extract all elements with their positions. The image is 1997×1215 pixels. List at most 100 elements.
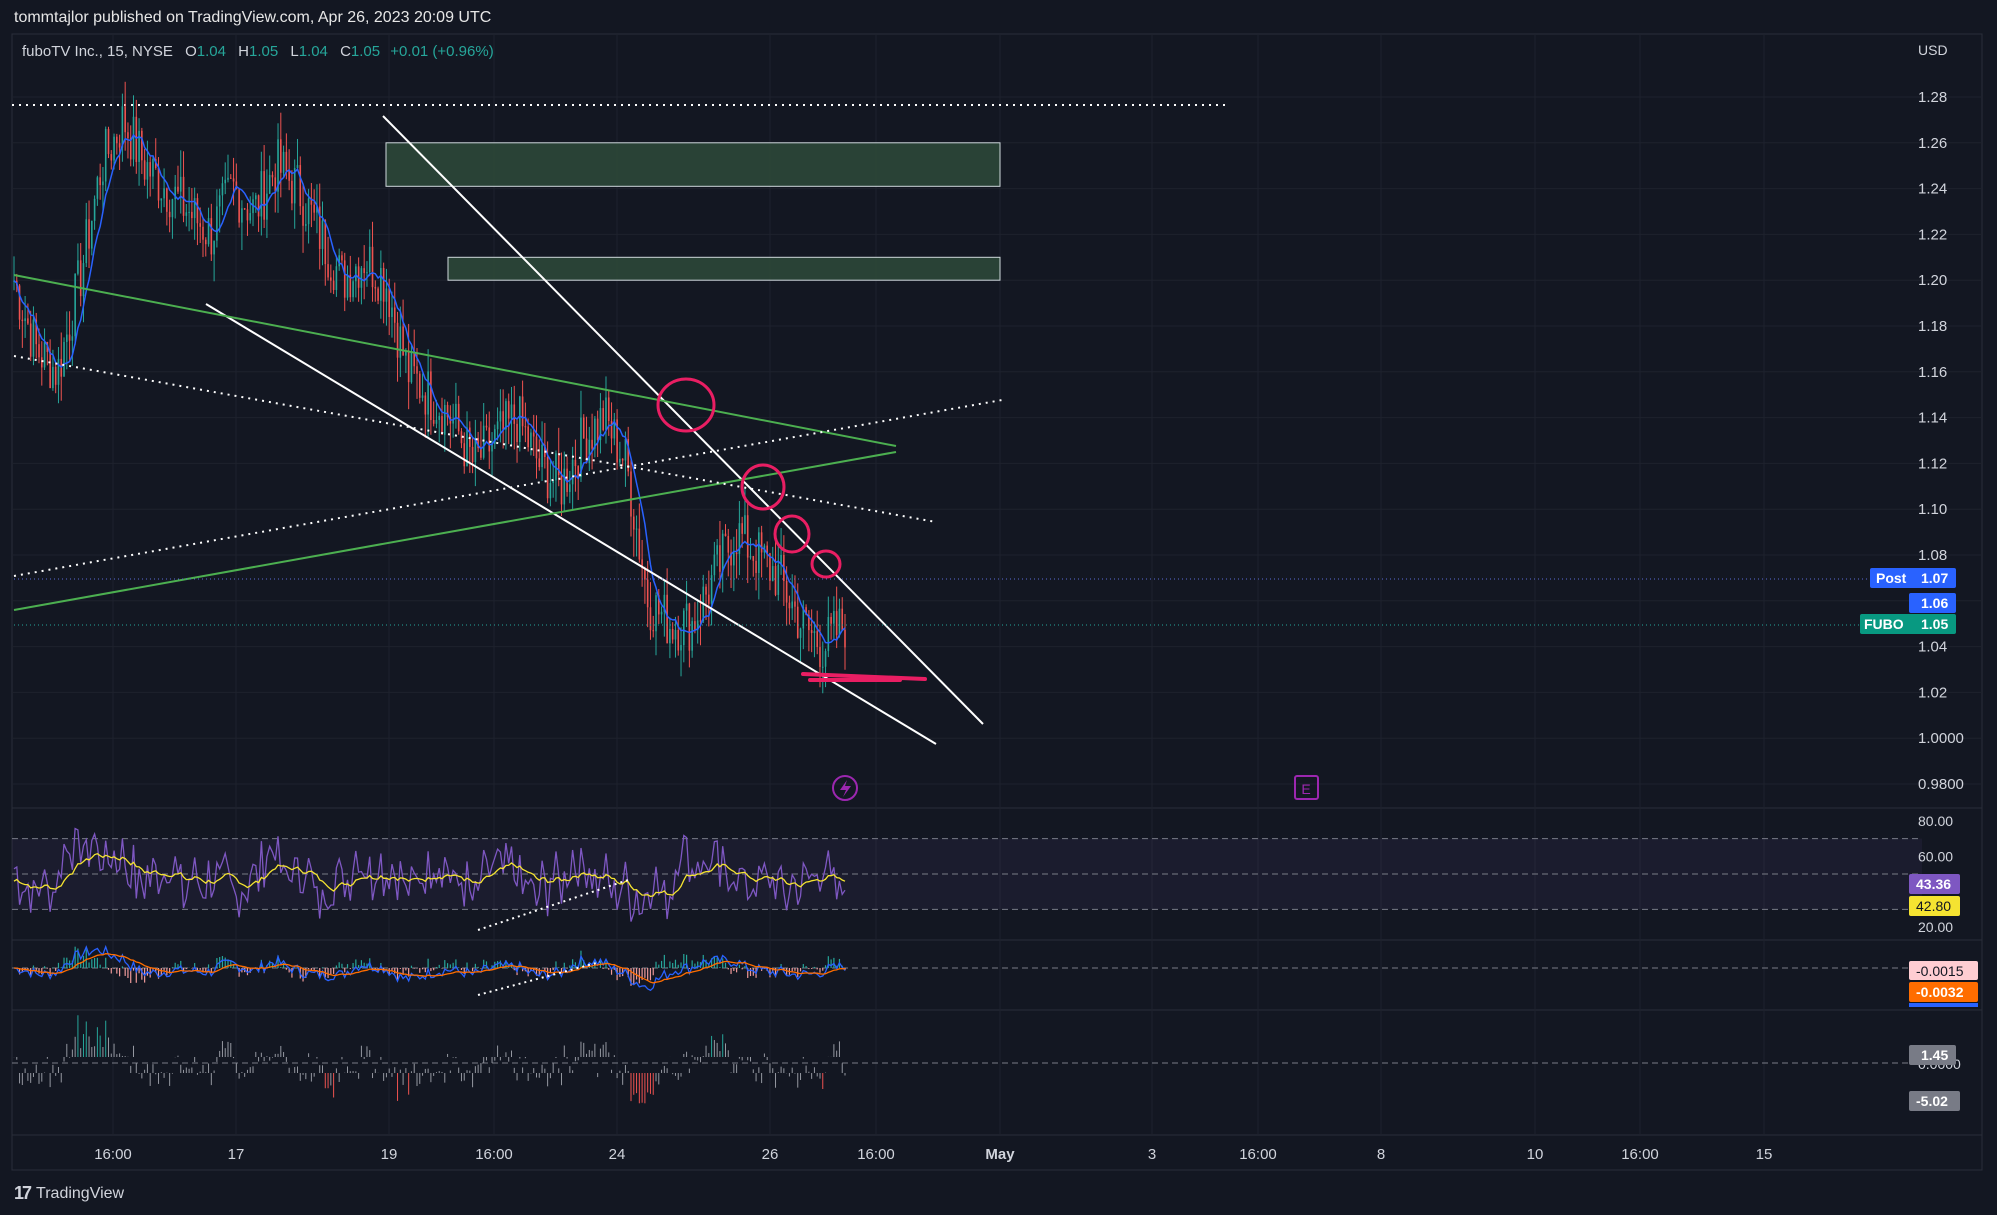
candle-body bbox=[585, 438, 588, 463]
candle-body bbox=[374, 287, 377, 289]
candle-body bbox=[494, 429, 496, 444]
lightning-icon bbox=[832, 775, 858, 801]
candle-body bbox=[168, 211, 171, 218]
x-tick-label: 10 bbox=[1527, 1146, 1544, 1163]
symbol-name[interactable]: fuboTV Inc., 15, NYSE bbox=[22, 43, 173, 60]
candle-body bbox=[204, 239, 207, 245]
x-tick-label: 16:00 bbox=[1239, 1146, 1277, 1163]
rsi-trend-line bbox=[477, 879, 629, 931]
candle-body bbox=[694, 621, 696, 631]
osc-value-badge-bg bbox=[1909, 1045, 1956, 1065]
candle-body bbox=[566, 468, 568, 492]
osc-value-badge-2-bg bbox=[1909, 1091, 1960, 1111]
candle-body bbox=[388, 288, 391, 317]
candle-body bbox=[549, 482, 552, 499]
x-tick-label: 8 bbox=[1377, 1146, 1385, 1163]
candle-body bbox=[182, 176, 185, 216]
candle-body bbox=[341, 255, 343, 261]
candle-body bbox=[280, 139, 282, 173]
candle-body bbox=[293, 168, 296, 204]
candle-body bbox=[482, 425, 485, 458]
osc-value: 1.45 bbox=[1921, 1047, 1948, 1063]
candle-body bbox=[202, 226, 204, 240]
candle-body bbox=[74, 273, 76, 337]
candle-body bbox=[780, 554, 782, 565]
candle-body bbox=[602, 408, 605, 431]
candle-body bbox=[452, 418, 454, 424]
candle-body bbox=[399, 326, 402, 358]
candle-body bbox=[502, 411, 504, 430]
candle-body bbox=[588, 439, 591, 463]
candle-body bbox=[599, 408, 602, 441]
candle-body bbox=[385, 288, 388, 302]
macd-signal-value: -0.0032 bbox=[1916, 984, 1964, 1000]
candle-body bbox=[516, 423, 518, 443]
x-tick-label: 15 bbox=[1756, 1146, 1773, 1163]
candle-body bbox=[771, 566, 774, 581]
y-tick-label: 1.0000 bbox=[1918, 730, 1964, 747]
candle-body bbox=[443, 404, 446, 435]
candle-body bbox=[266, 193, 268, 220]
candle-body bbox=[624, 438, 627, 461]
x-tick-label: 16:00 bbox=[475, 1146, 513, 1163]
candle-body bbox=[149, 162, 151, 177]
candle-body bbox=[716, 545, 718, 555]
candle-body bbox=[835, 611, 838, 636]
candle-body bbox=[402, 326, 404, 356]
candle-body bbox=[99, 177, 101, 186]
candle-body bbox=[118, 143, 121, 148]
y-tick-label: 1.18 bbox=[1918, 318, 1947, 335]
candle-body bbox=[63, 341, 65, 377]
candle-body bbox=[563, 468, 566, 505]
change-value: +0.01 (+0.96%) bbox=[390, 43, 494, 60]
candle-body bbox=[310, 198, 313, 205]
candle-body bbox=[766, 545, 768, 554]
candle-body bbox=[683, 610, 685, 646]
candle-body bbox=[660, 611, 663, 615]
candle-body bbox=[833, 611, 835, 624]
x-tick-label: May bbox=[985, 1146, 1015, 1163]
tradingview-brand[interactable]: 17 TradingView bbox=[14, 1183, 124, 1204]
candle-body bbox=[719, 545, 721, 572]
candle-body bbox=[582, 417, 585, 439]
chart-border bbox=[11, 33, 1983, 1171]
y-tick-label: 1.12 bbox=[1918, 455, 1947, 472]
candle-body bbox=[141, 130, 143, 161]
candle-body bbox=[71, 336, 74, 341]
macd-signal-badge: -0.0032 bbox=[1909, 982, 1978, 1002]
y-tick-label: 1.08 bbox=[1918, 547, 1947, 564]
candle-body bbox=[371, 246, 374, 288]
x-tick-label: 3 bbox=[1148, 1146, 1156, 1163]
green-support-line bbox=[13, 451, 897, 611]
candle-body bbox=[819, 647, 821, 667]
candle-body bbox=[143, 160, 146, 180]
candle-body bbox=[221, 183, 224, 196]
candle-body bbox=[555, 453, 557, 481]
candle-body bbox=[513, 404, 516, 424]
candle-body bbox=[841, 608, 844, 630]
candle-body bbox=[96, 177, 99, 199]
x-tick-label: 26 bbox=[762, 1146, 779, 1163]
lightning-icon-glyph bbox=[840, 780, 851, 797]
candle-body bbox=[224, 179, 227, 184]
candle-body bbox=[216, 206, 218, 241]
candle-body bbox=[299, 165, 302, 207]
candle-body bbox=[91, 220, 93, 249]
candle-body bbox=[257, 195, 260, 217]
candle-body bbox=[507, 401, 510, 419]
candle-body bbox=[416, 366, 418, 374]
candle-body bbox=[538, 458, 541, 468]
candle-body bbox=[652, 630, 655, 632]
candle-body bbox=[40, 357, 43, 368]
candle-body bbox=[455, 403, 457, 419]
candle-body bbox=[610, 420, 613, 439]
candle-body bbox=[477, 437, 479, 449]
candle-body bbox=[382, 267, 385, 302]
candle-body bbox=[616, 419, 618, 463]
candle-body bbox=[749, 556, 752, 558]
candle-body bbox=[446, 404, 449, 418]
candle-body bbox=[318, 206, 321, 249]
candle-body bbox=[229, 177, 232, 179]
candle-body bbox=[135, 116, 138, 162]
